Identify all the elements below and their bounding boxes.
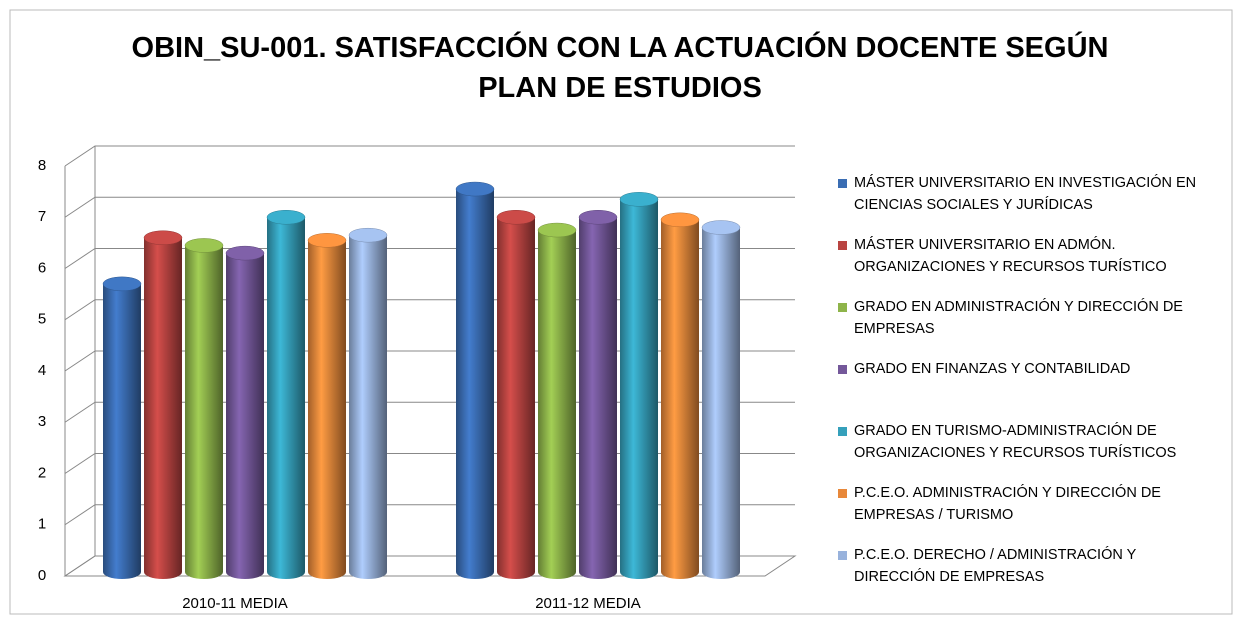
bar-top bbox=[266, 210, 306, 225]
bar bbox=[349, 235, 387, 579]
legend-item: P.C.E.O. ADMINISTRACIÓN Y DIRECCIÓN DE E… bbox=[838, 482, 1218, 544]
x-tick-label: 2010-11 MEDIA bbox=[182, 595, 288, 612]
x-tick-label: 2011-12 MEDIA bbox=[535, 595, 641, 612]
bar bbox=[579, 217, 617, 579]
legend: MÁSTER UNIVERSITARIO EN INVESTIGACIÓN EN… bbox=[838, 172, 1218, 606]
legend-label: MÁSTER UNIVERSITARIO EN INVESTIGACIÓN EN… bbox=[854, 175, 1197, 213]
bar-top bbox=[701, 220, 741, 235]
legend-item: GRADO EN ADMINISTRACIÓN Y DIRECCIÓN DE E… bbox=[838, 296, 1218, 358]
bar bbox=[538, 230, 576, 579]
bar-top bbox=[184, 238, 224, 253]
y-tick-label: 6 bbox=[38, 259, 46, 276]
bar bbox=[456, 189, 494, 579]
legend-swatch bbox=[838, 179, 847, 188]
y-tick-label: 3 bbox=[38, 413, 46, 430]
grid-line bbox=[64, 145, 795, 167]
bar bbox=[620, 199, 658, 579]
legend-swatch bbox=[838, 241, 847, 250]
chart-title: OBIN_SU-001. SATISFACCIÓN CON LA ACTUACI… bbox=[131, 32, 1109, 104]
legend-item: GRADO EN FINANZAS Y CONTABILIDAD bbox=[838, 358, 1218, 420]
legend-label: MÁSTER UNIVERSITARIO EN ADMÓN. ORGANIZAC… bbox=[854, 237, 1167, 275]
y-tick-label: 7 bbox=[38, 208, 46, 225]
bar-top bbox=[496, 210, 536, 225]
y-tick-label: 1 bbox=[38, 516, 46, 533]
y-tick-label: 5 bbox=[38, 311, 46, 328]
bar-top bbox=[455, 181, 495, 197]
bar bbox=[702, 227, 740, 579]
y-tick-label: 4 bbox=[38, 362, 46, 379]
bar bbox=[267, 217, 305, 579]
legend-label: P.C.E.O. ADMINISTRACIÓN Y DIRECCIÓN DE E… bbox=[854, 485, 1161, 523]
legend-swatch bbox=[838, 489, 847, 498]
legend-label: P.C.E.O. DERECHO / ADMINISTRACIÓN Y DIRE… bbox=[854, 547, 1137, 585]
bar bbox=[661, 219, 699, 579]
legend-swatch bbox=[838, 303, 847, 312]
legend-item: P.C.E.O. DERECHO / ADMINISTRACIÓN Y DIRE… bbox=[838, 544, 1218, 606]
legend-item: GRADO EN TURISMO-ADMINISTRACIÓN DE ORGAN… bbox=[838, 420, 1218, 482]
bar-top bbox=[619, 192, 659, 207]
bar-top bbox=[102, 276, 142, 292]
bar-top bbox=[307, 233, 347, 248]
bar-top bbox=[537, 222, 577, 238]
bar bbox=[308, 240, 346, 579]
bar bbox=[103, 283, 141, 579]
bar-top bbox=[578, 210, 618, 225]
y-tick-label: 8 bbox=[38, 157, 46, 174]
y-tick-label: 0 bbox=[38, 567, 46, 584]
bar bbox=[226, 253, 264, 579]
bar-top bbox=[348, 227, 388, 243]
legend-item: MÁSTER UNIVERSITARIO EN ADMÓN. ORGANIZAC… bbox=[838, 234, 1218, 296]
legend-label: GRADO EN TURISMO-ADMINISTRACIÓN DE ORGAN… bbox=[854, 423, 1177, 461]
legend-item: MÁSTER UNIVERSITARIO EN INVESTIGACIÓN EN… bbox=[838, 172, 1218, 234]
legend-swatch bbox=[838, 427, 847, 436]
legend-swatch bbox=[838, 551, 847, 560]
bar bbox=[144, 237, 182, 579]
frame bbox=[9, 9, 1233, 615]
y-tick-label: 2 bbox=[38, 464, 46, 481]
legend-label: GRADO EN FINANZAS Y CONTABILIDAD bbox=[854, 361, 1131, 377]
grid-line bbox=[64, 196, 795, 218]
legend-label: GRADO EN ADMINISTRACIÓN Y DIRECCIÓN DE E… bbox=[854, 299, 1183, 337]
bar bbox=[497, 217, 535, 579]
bar-top bbox=[143, 230, 183, 245]
legend-swatch bbox=[838, 365, 847, 374]
bar bbox=[185, 245, 223, 579]
bar-top bbox=[225, 245, 265, 261]
bar-top bbox=[660, 212, 700, 228]
